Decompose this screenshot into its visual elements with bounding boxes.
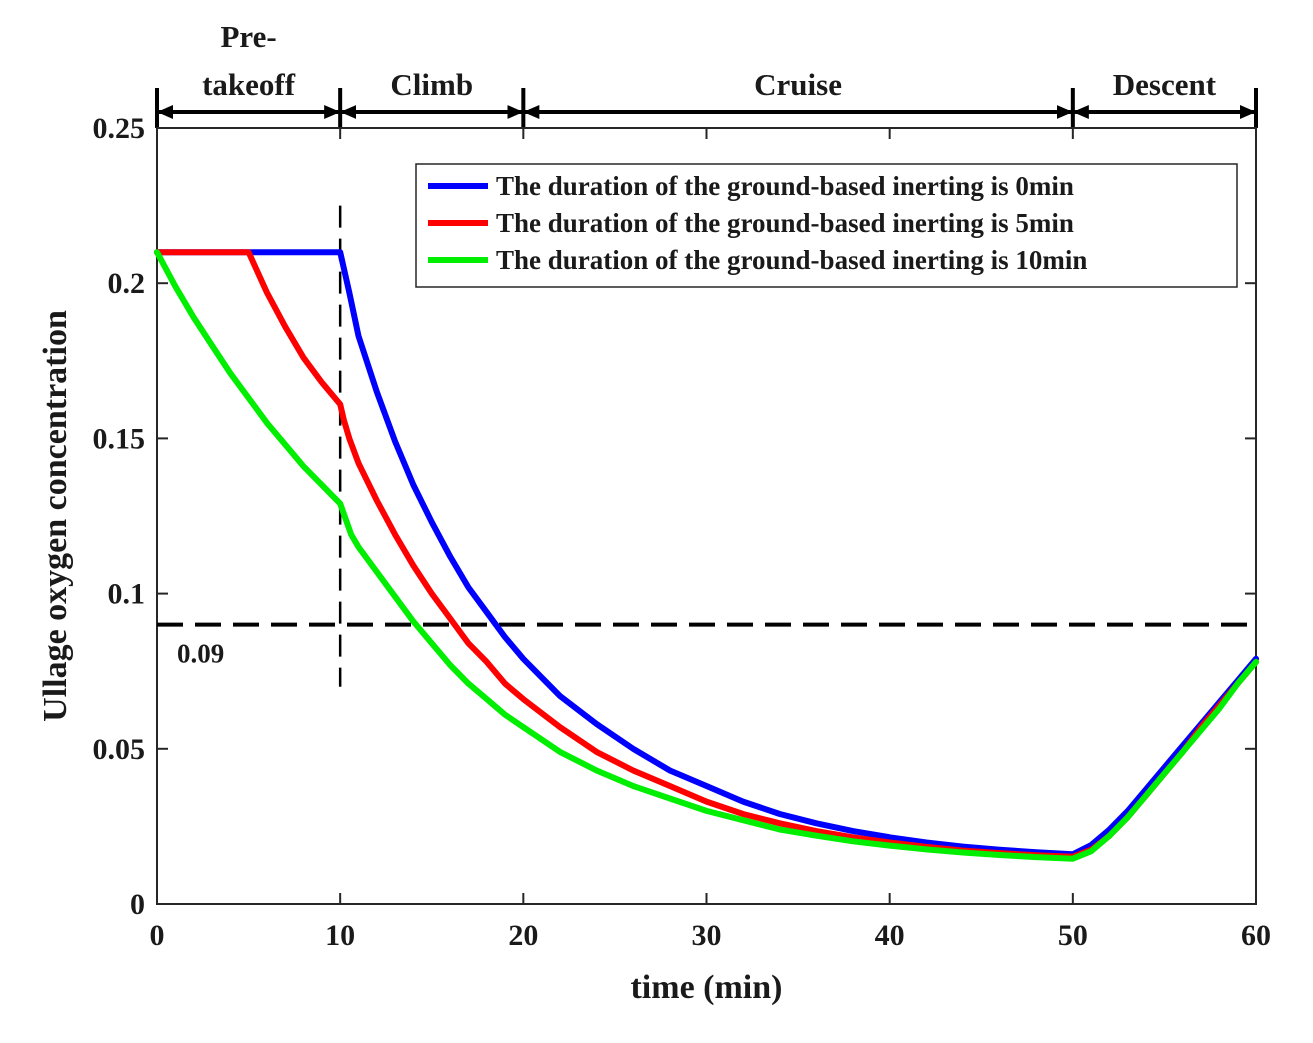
legend: The duration of the ground-based inertin… xyxy=(415,163,1238,288)
phase-label: Climb xyxy=(390,67,473,102)
phase-label: takeoff xyxy=(202,67,296,102)
legend-entry-2: The duration of the ground-based inertin… xyxy=(496,245,1087,275)
y-tick-label: 0.25 xyxy=(93,112,146,145)
y-tick-label: 0.1 xyxy=(108,578,146,611)
y-axis-label: Ullage oxygen concentration xyxy=(37,310,74,722)
x-tick-label: 20 xyxy=(508,919,538,952)
x-axis-label: time (min) xyxy=(630,969,782,1006)
x-tick-label: 30 xyxy=(692,919,722,952)
phase-label: Descent xyxy=(1113,67,1217,102)
phase-label: Cruise xyxy=(754,67,842,102)
x-tick-label: 10 xyxy=(325,919,355,952)
x-tick-label: 60 xyxy=(1241,919,1271,952)
phase-label: Pre- xyxy=(220,19,276,54)
y-tick-label: 0 xyxy=(130,888,145,921)
x-tick-label: 50 xyxy=(1058,919,1088,952)
y-tick-label: 0.15 xyxy=(93,422,146,455)
y-tick-label: 0.2 xyxy=(108,267,146,300)
x-tick-label: 0 xyxy=(150,919,165,952)
legend-entry-1: The duration of the ground-based inertin… xyxy=(496,208,1074,238)
series xyxy=(154,249,1259,862)
legend-box xyxy=(415,163,1238,288)
y-tick-label: 0.05 xyxy=(93,733,146,766)
reference-lines: 0.09 xyxy=(157,205,1256,687)
series-line-1 xyxy=(154,249,1259,860)
series-line-2 xyxy=(154,249,1259,862)
series-line-0 xyxy=(154,249,1259,858)
legend-entry-0: The duration of the ground-based inertin… xyxy=(496,171,1074,201)
phase-bar: Pre-takeoff Climb Cruise Descent xyxy=(155,19,1258,128)
ticks: 0 10 20 30 40 50 60 0 0.05 0.1 0.15 0.2 0.25 xyxy=(93,112,1272,952)
threshold-label: 0.09 xyxy=(177,639,224,669)
x-tick-label: 40 xyxy=(875,919,905,952)
